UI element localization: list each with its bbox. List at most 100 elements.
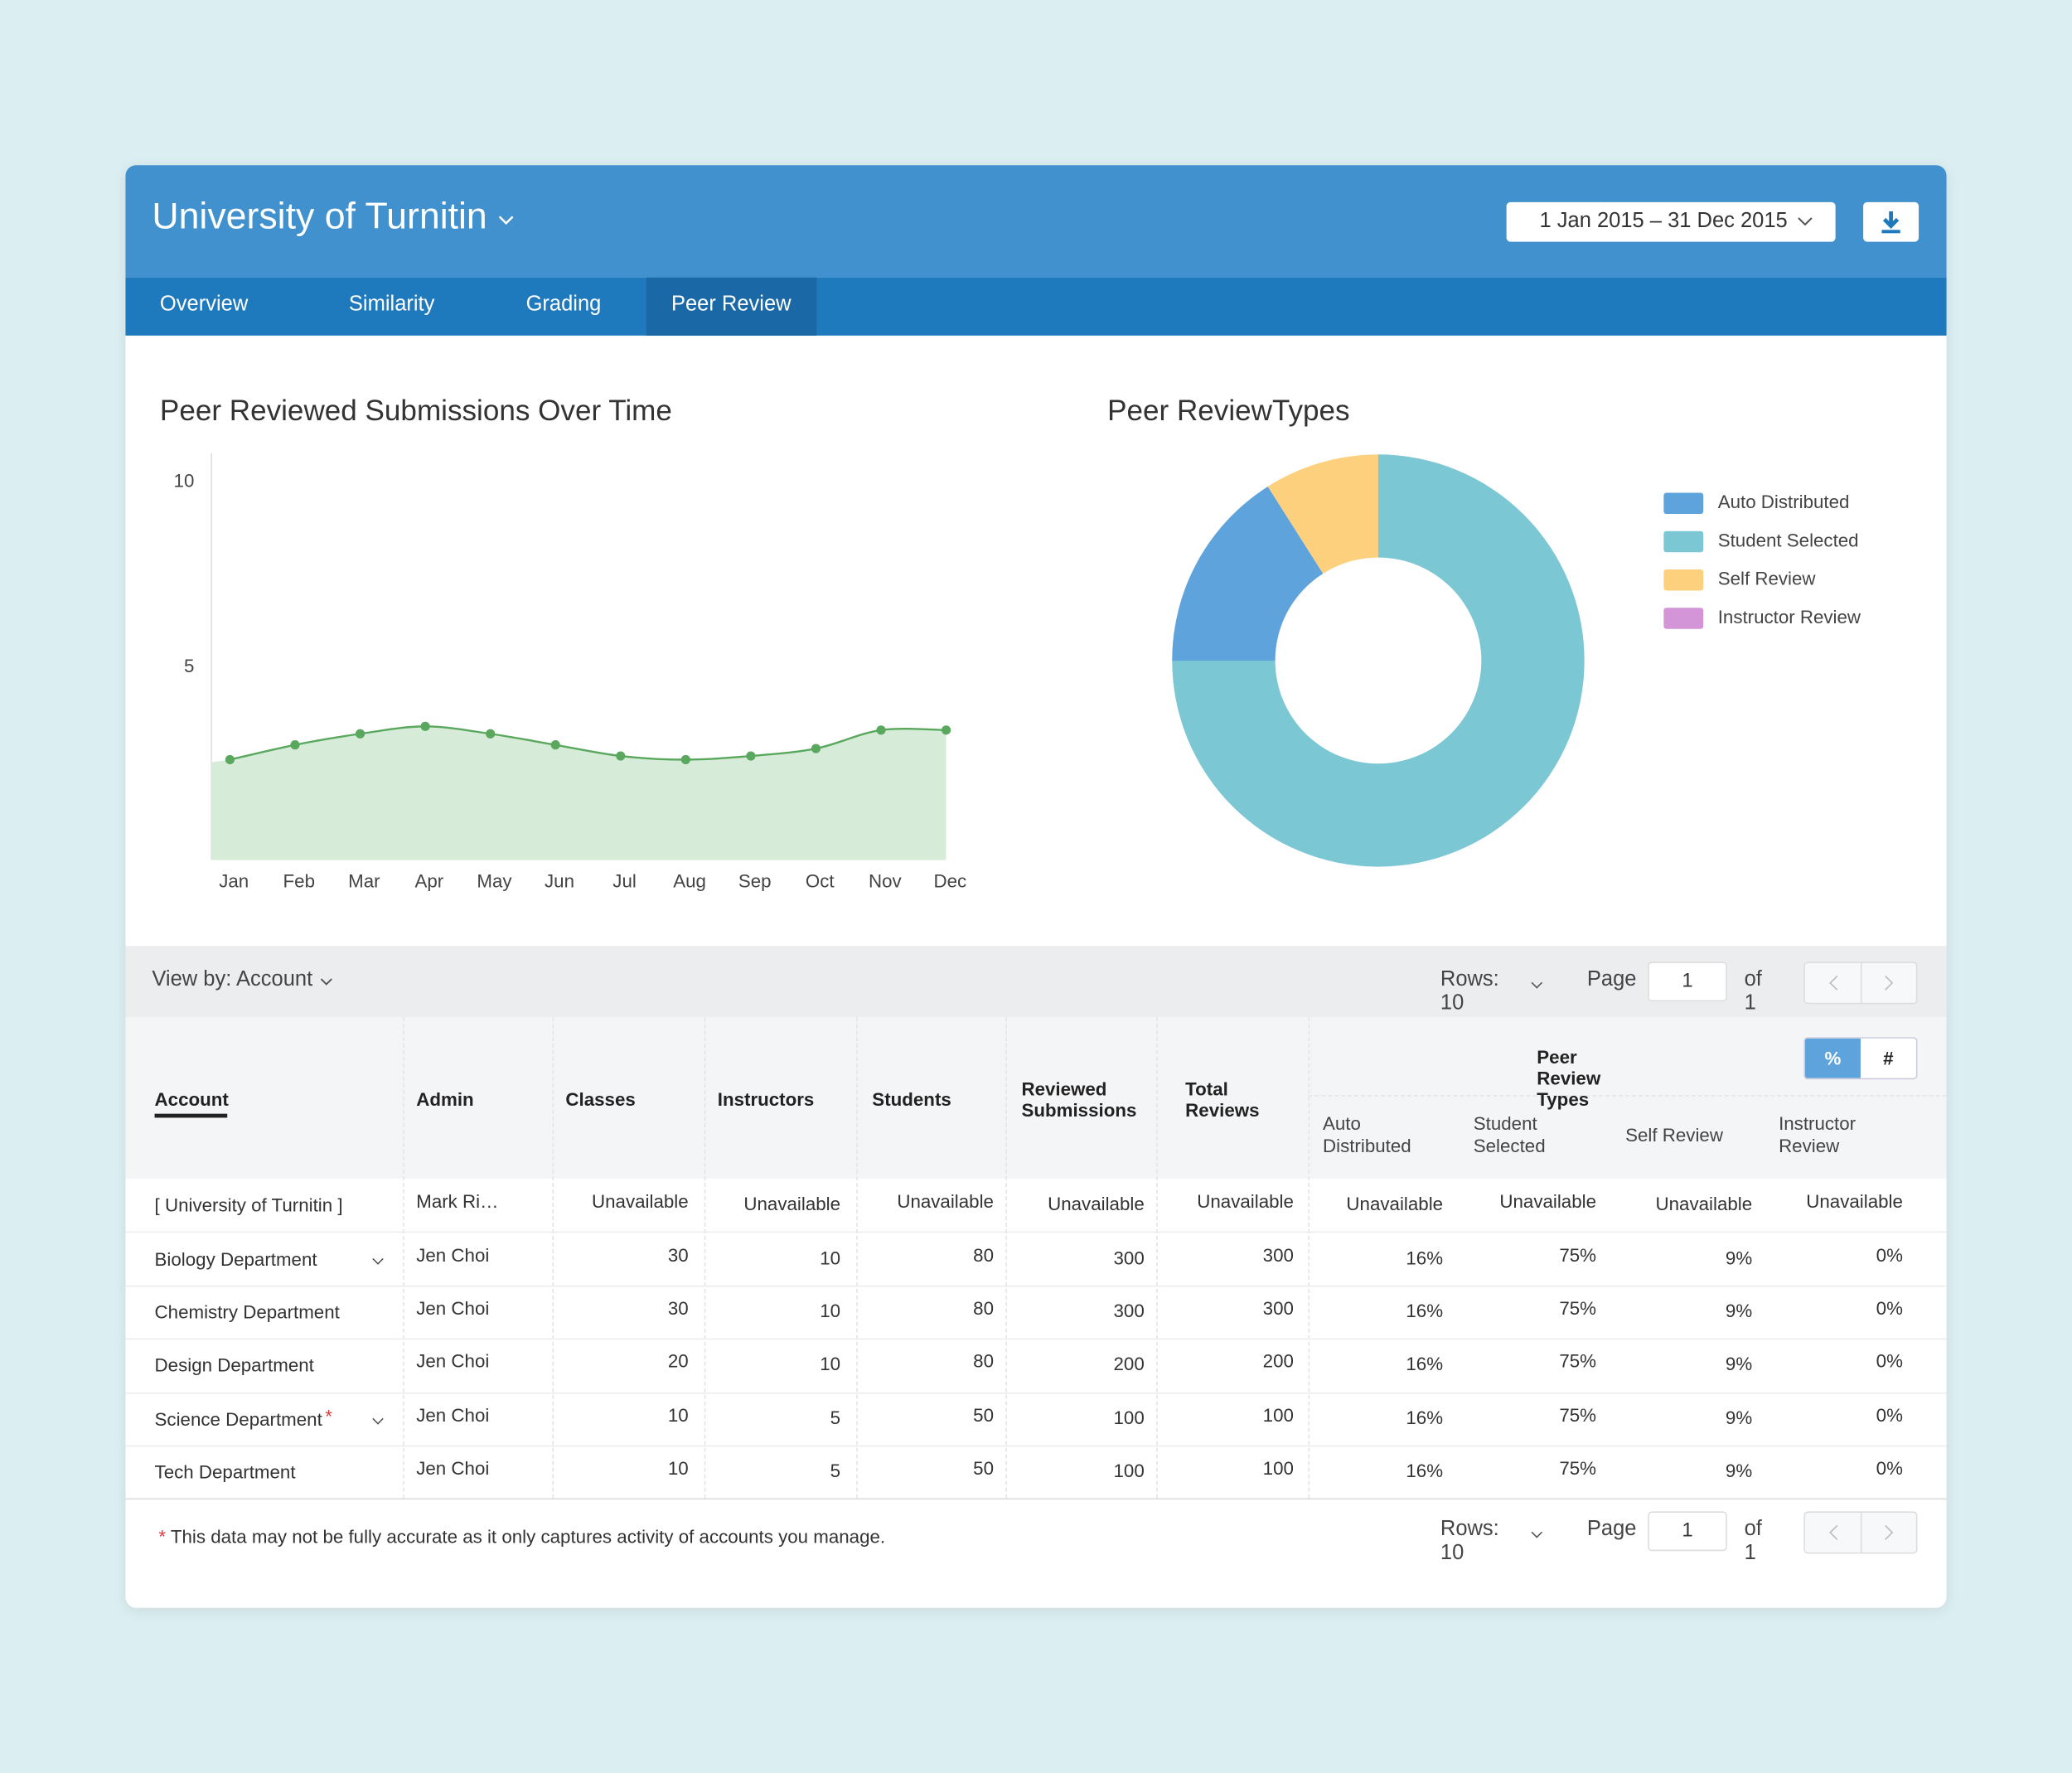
table-cell: 9% (1725, 1353, 1753, 1375)
point (811, 744, 821, 753)
table-cell: 75% (1559, 1403, 1597, 1426)
page-of: of 1 (1744, 968, 1762, 1015)
table-cell: 16% (1406, 1353, 1444, 1375)
chevron (1798, 217, 1813, 226)
table-cell: Unavailable (1806, 1190, 1903, 1212)
table-cell: 100 (1113, 1460, 1145, 1482)
footnote-marker: * (158, 1525, 167, 1548)
column-divider (856, 1017, 858, 1499)
page-label: Page (1586, 1518, 1637, 1541)
table-cell: 0% (1876, 1297, 1903, 1319)
row-divider (125, 1232, 1947, 1233)
table-cell: 0% (1876, 1403, 1903, 1426)
column-divider (704, 1017, 706, 1499)
chart-title: Peer ReviewTypes (1107, 393, 1350, 427)
table-cell: 9% (1725, 1460, 1753, 1482)
legend-label: Auto Distributed (1718, 492, 1850, 512)
table-cell: 75% (1559, 1350, 1597, 1373)
rows-select[interactable]: Rows: 10 (1440, 968, 1499, 1015)
column-divider (552, 1017, 554, 1499)
line (230, 725, 946, 761)
admin-name: Mark Ri… (416, 1190, 499, 1212)
table-cell: Unavailable (897, 1190, 994, 1212)
footnote: * This data may not be fully accurate as… (158, 1526, 885, 1548)
x-tick-label: Mar (348, 871, 380, 892)
point (420, 721, 430, 731)
pager-divider (1860, 962, 1862, 1003)
toggle-option[interactable]: # (1883, 1047, 1894, 1069)
tab[interactable]: Grading (525, 293, 602, 316)
pager-divider (1860, 1513, 1862, 1553)
table-cell: 300 (1262, 1243, 1294, 1266)
tab[interactable]: Overview (159, 293, 249, 316)
point (876, 725, 886, 735)
chevron (320, 978, 332, 986)
table-cell: 80 (973, 1350, 994, 1373)
page-of: of 1 (1744, 1518, 1762, 1565)
table-cell: 10 (667, 1403, 689, 1426)
table-cell: 80 (973, 1297, 994, 1319)
account-name: Science Department (154, 1407, 322, 1430)
donut-slice (1172, 487, 1324, 661)
column-header[interactable]: Account (154, 1088, 229, 1110)
table-cell: Unavailable (1346, 1193, 1444, 1215)
tab-active[interactable]: Peer Review (646, 277, 816, 336)
chart-title: Peer Reviewed Submissions Over Time (159, 393, 672, 427)
pager (1803, 962, 1918, 1005)
column-divider (1005, 1017, 1007, 1499)
admin-name: Jen Choi (416, 1350, 490, 1373)
page-input[interactable]: 1 (1648, 1511, 1727, 1552)
table-cell: 9% (1725, 1246, 1753, 1268)
charts: 5 10 Jan Feb Mar Apr May Jun Jul Aug Sep Oct Nov Dec A… (174, 453, 1861, 892)
tab[interactable]: Similarity (348, 293, 435, 316)
x-tick-label: Dec (934, 871, 967, 892)
table-cell: 80 (973, 1243, 994, 1266)
row-divider (125, 1392, 1947, 1393)
column-header: Reviewed Submissions (1021, 1078, 1137, 1121)
table-cell: 100 (1113, 1407, 1145, 1428)
table-cell: 10 (820, 1353, 841, 1375)
table-cell: 10 (820, 1300, 841, 1321)
table-cell: 100 (1262, 1457, 1294, 1479)
table-cell: 50 (973, 1403, 994, 1426)
table-cell: 75% (1559, 1243, 1597, 1266)
view-by[interactable]: View by: Account (152, 968, 313, 991)
table-cell: 16% (1406, 1460, 1444, 1482)
table-cell: 0% (1876, 1457, 1903, 1479)
download-button[interactable] (1863, 201, 1920, 242)
sort-underline (154, 1113, 228, 1118)
institution-title[interactable]: University of Turnitin (152, 195, 487, 237)
account-name: [ University of Turnitin ] (154, 1194, 343, 1216)
sub-column-header: Student Selected (1473, 1112, 1546, 1156)
legend-label: Instructor Review (1718, 607, 1861, 627)
table-cell: 300 (1113, 1246, 1145, 1268)
toolbar (125, 946, 1947, 1018)
area (211, 726, 946, 860)
table-bottom-border (125, 1498, 1947, 1500)
toggle-option-active[interactable]: % (1804, 1038, 1861, 1078)
x-tick-label: Apr (415, 871, 444, 892)
column-header: Total Reviews (1185, 1078, 1260, 1121)
table-cell: Unavailable (1655, 1193, 1753, 1215)
page-input[interactable]: 1 (1648, 962, 1727, 1002)
point (225, 754, 235, 765)
rows-select[interactable]: Rows: 10 (1440, 1518, 1499, 1565)
table-cell: 0% (1876, 1350, 1903, 1373)
table-cell: 16% (1406, 1407, 1444, 1428)
group-divider (1308, 1095, 1947, 1097)
column-divider (1156, 1017, 1158, 1499)
column-divider (1308, 1017, 1310, 1499)
date-picker[interactable] (1506, 201, 1836, 242)
footnote-text: This data may not be fully accurate as i… (170, 1525, 886, 1548)
table-cell: 50 (973, 1457, 994, 1479)
y-tick-label: 10 (174, 471, 195, 492)
page-label: Page (1586, 968, 1637, 991)
column-header: Classes (565, 1088, 636, 1110)
table-cell: 300 (1113, 1300, 1145, 1321)
table-cell: 10 (820, 1246, 841, 1268)
download-icon (1881, 211, 1900, 234)
row-divider (125, 1445, 1947, 1447)
account-name: Design Department (154, 1354, 314, 1376)
